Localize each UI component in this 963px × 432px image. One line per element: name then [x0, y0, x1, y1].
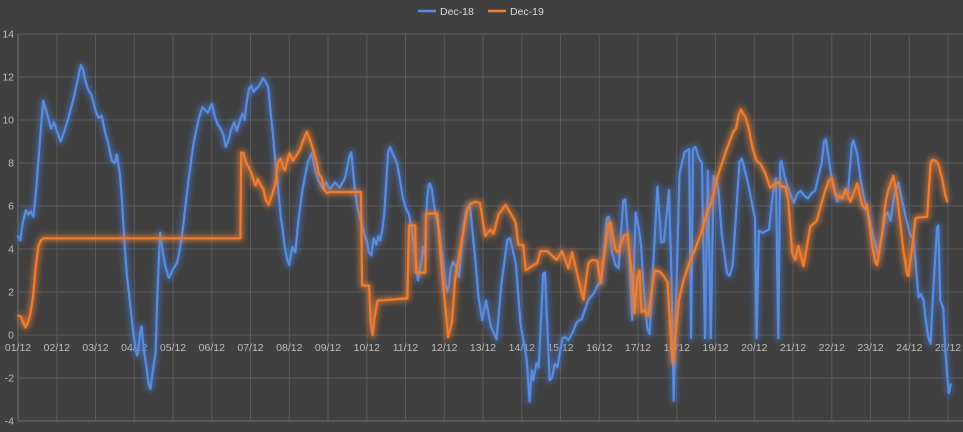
y-tick-label: -2 — [5, 373, 14, 385]
x-tick-label: 03/12 — [82, 342, 108, 354]
x-tick-label: 13/12 — [470, 342, 496, 354]
y-tick-label: 12 — [2, 72, 14, 84]
y-tick-label: 10 — [2, 115, 14, 127]
x-tick-label: 22/12 — [819, 342, 845, 354]
x-tick-label: 07/12 — [237, 342, 263, 354]
x-tick-label: 24/12 — [896, 342, 922, 354]
x-axis-tick-labels: 01/12 02/12 03/12 04/12 05/12 06/12 07/12 08/12… — [5, 342, 961, 354]
x-tick-label: 12/12 — [431, 342, 457, 354]
y-tick-label: 14 — [2, 29, 14, 41]
y-tick-label: 4 — [8, 244, 14, 256]
x-tick-label: 23/12 — [857, 342, 883, 354]
y-tick-label: 6 — [8, 201, 14, 213]
x-tick-label: 20/12 — [741, 342, 767, 354]
y-tick-label: -4 — [5, 416, 14, 428]
legend-item-dec-18[interactable]: Dec-18 — [418, 6, 474, 18]
series-line-dec-19[interactable] — [16, 108, 949, 364]
x-tick-label: 16/12 — [586, 342, 612, 354]
y-tick-label: 2 — [8, 287, 14, 299]
y-tick-label: 0 — [8, 330, 14, 342]
x-tick-label: 21/12 — [780, 342, 806, 354]
x-tick-label: 08/12 — [276, 342, 302, 354]
x-tick-label: 10/12 — [354, 342, 380, 354]
legend-label: Dec-19 — [510, 6, 544, 18]
x-tick-label: 01/12 — [5, 342, 31, 354]
x-tick-label: 05/12 — [160, 342, 186, 354]
x-tick-label: 11/12 — [393, 342, 419, 354]
legend: Dec-18 Dec-19 — [418, 6, 544, 18]
x-tick-label: 06/12 — [199, 342, 225, 354]
y-axis-tick-labels: -4 -2 0 2 4 6 8 10 12 14 — [2, 29, 14, 428]
x-tick-label: 09/12 — [315, 342, 341, 354]
y-tick-label: 8 — [8, 158, 14, 170]
legend-label: Dec-18 — [440, 6, 474, 18]
x-tick-label: 17/12 — [625, 342, 651, 354]
x-tick-label: 19/12 — [702, 342, 728, 354]
x-tick-label: 02/12 — [44, 342, 70, 354]
legend-item-dec-19[interactable]: Dec-19 — [488, 6, 544, 18]
